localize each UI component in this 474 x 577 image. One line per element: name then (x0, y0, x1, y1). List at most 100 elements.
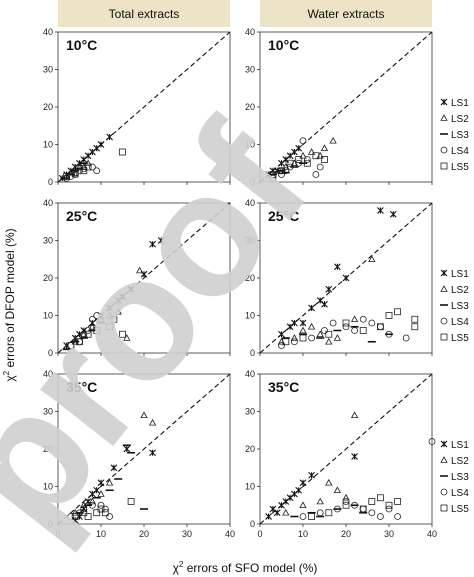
point-ls1 (299, 319, 307, 327)
point-ls4 (278, 171, 285, 178)
point-ls1 (342, 274, 350, 282)
point-ls1 (265, 513, 272, 520)
point-ls2 (342, 493, 350, 501)
point-ls4 (359, 315, 367, 323)
point-ls2 (368, 255, 376, 263)
point-ls4 (312, 171, 320, 178)
point-ls5 (119, 148, 126, 156)
legend-marker-ls2 (440, 114, 448, 121)
point-ls4 (278, 342, 285, 349)
point-ls2 (97, 490, 105, 497)
legend-marker-ls4 (440, 488, 448, 496)
point-ls4 (368, 509, 376, 517)
point-ls4 (342, 323, 350, 331)
legend-label-ls4: LS4 (451, 317, 469, 328)
point-ls2 (88, 497, 97, 505)
point-ls5 (269, 171, 277, 178)
point-ls1 (157, 237, 165, 244)
y-tick-label: 40 (245, 369, 255, 379)
legend-label-ls5: LS5 (451, 504, 469, 515)
point-ls4 (67, 172, 75, 180)
legend-marker-ls1 (440, 440, 448, 448)
point-ls4 (308, 334, 316, 342)
y-tick-label: 30 (43, 65, 53, 75)
point-ls4 (299, 513, 307, 520)
point-ls1 (295, 144, 303, 152)
x-tick-label: 10 (96, 529, 106, 539)
point-ls1 (278, 330, 285, 338)
y-tick-label: 0 (48, 177, 53, 187)
point-ls5 (67, 342, 75, 349)
point-ls2 (350, 315, 359, 323)
point-ls2 (114, 307, 122, 315)
y-tick-label: 40 (43, 27, 53, 37)
legend-marker-ls1 (440, 98, 448, 106)
x-axis-label: χ2 errors of SFO model (%) (173, 560, 318, 575)
legend-marker-ls5 (440, 162, 448, 170)
point-ls4 (80, 505, 88, 513)
point-ls5 (411, 315, 419, 323)
legend-label-ls5: LS5 (451, 162, 469, 173)
point-ls5 (359, 327, 367, 334)
column-header-box-water (260, 0, 432, 27)
point-ls5 (97, 505, 105, 513)
legend-label-ls3: LS3 (451, 130, 469, 141)
y-tick-label: 10 (43, 311, 53, 321)
x-tick-label: 40 (427, 529, 437, 539)
point-ls5 (376, 494, 384, 502)
point-ls1 (106, 304, 113, 312)
temperature-label: 10°C (66, 37, 97, 53)
point-ls5 (368, 498, 376, 505)
point-ls5 (342, 319, 350, 327)
one-to-one-line (57, 373, 231, 525)
legend-label-ls2: LS2 (451, 456, 469, 467)
point-ls1 (127, 285, 135, 293)
point-ls4 (290, 338, 298, 346)
point-ls5 (303, 159, 311, 167)
point-ls2 (140, 411, 148, 419)
one-to-one-line (57, 31, 231, 183)
point-ls4 (282, 167, 290, 175)
point-ls4 (299, 137, 307, 145)
point-ls2 (282, 508, 290, 516)
legend-marker-ls2 (440, 456, 448, 463)
y-tick-label: 20 (43, 102, 53, 112)
one-to-one-line (259, 31, 433, 183)
legend-marker-ls2 (440, 285, 448, 292)
legend-label-ls3: LS3 (451, 472, 469, 483)
point-ls4 (67, 513, 75, 520)
point-ls1 (299, 479, 307, 487)
panels-group: 0 10 20 30 40 10°C 0 10 20 30 40 10°C LS1 LS2 LS3 LS4 LS… (43, 27, 469, 539)
point-ls2 (105, 478, 114, 486)
point-ls5 (359, 505, 367, 513)
point-ls2 (316, 497, 324, 505)
point-ls4 (402, 334, 410, 342)
point-ls5 (321, 156, 328, 163)
point-ls2 (333, 486, 342, 494)
point-ls2 (136, 266, 144, 274)
y-tick-label: 0 (250, 519, 255, 529)
point-ls4 (76, 509, 83, 517)
point-ls1 (377, 207, 384, 214)
column-header-total: Total extracts (109, 7, 180, 21)
point-ls5 (394, 308, 402, 316)
point-ls4 (89, 163, 96, 171)
point-ls1 (97, 141, 105, 148)
x-tick-label: 0 (257, 529, 262, 539)
point-ls4 (376, 513, 384, 520)
legend-label-ls1: LS1 (451, 269, 469, 280)
point-ls4 (286, 163, 294, 171)
column-header-box-total (58, 0, 230, 27)
y-tick-label: 40 (43, 198, 53, 208)
y-tick-label: 40 (43, 369, 53, 379)
point-ls5 (71, 513, 79, 520)
point-ls2 (333, 334, 342, 341)
y-tick-label: 10 (43, 482, 53, 492)
point-ls1 (273, 509, 281, 517)
point-ls5 (127, 498, 135, 505)
point-ls4 (329, 319, 337, 327)
point-ls5 (325, 330, 333, 338)
x-tick-label: 30 (182, 529, 192, 539)
point-ls1 (97, 479, 105, 487)
point-ls4 (351, 327, 359, 334)
